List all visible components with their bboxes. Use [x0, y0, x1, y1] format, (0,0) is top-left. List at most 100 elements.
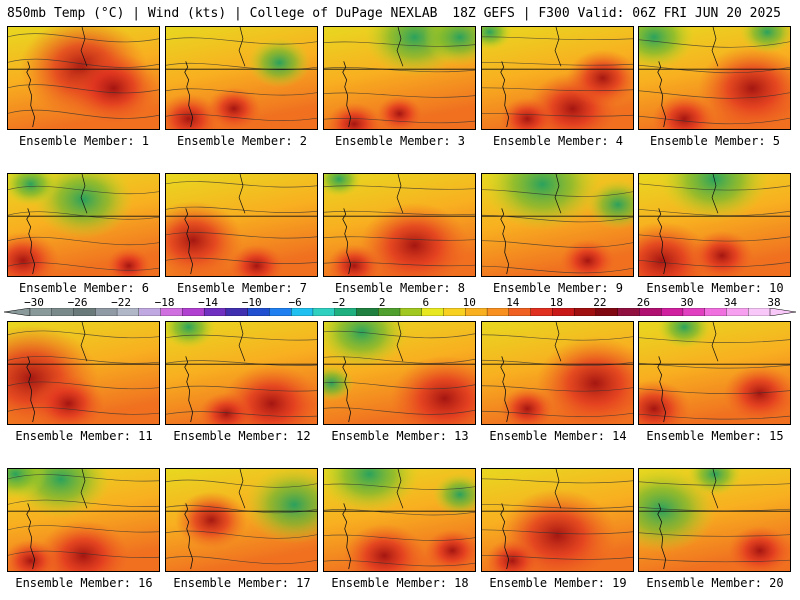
colorbar-swatch	[247, 308, 270, 316]
colorbar-swatch	[748, 308, 771, 316]
temperature-map-11	[8, 322, 159, 424]
ensemble-panel-13	[323, 321, 476, 425]
colorbar-tick-label: −30	[24, 296, 44, 309]
temperature-map-4	[482, 27, 633, 129]
ensemble-member-label: Ensemble Member: 3	[334, 134, 466, 148]
colorbar-swatch	[378, 308, 401, 316]
ensemble-member-label: Ensemble Member: 4	[492, 134, 624, 148]
colorbar-tick-label: 30	[680, 296, 694, 309]
ensemble-member-label: Ensemble Member: 1	[18, 134, 150, 148]
temperature-map-15	[639, 322, 790, 424]
ensemble-member-label: Ensemble Member: 13	[331, 429, 469, 443]
colorbar-tick-label: −2	[332, 296, 346, 309]
ensemble-panel-12	[165, 321, 318, 425]
temperature-map-13	[324, 322, 475, 424]
header-valid-time: 18Z GEFS | F300 Valid: 06Z FRI JUN 20 20…	[452, 6, 781, 21]
ensemble-member-label: Ensemble Member: 5	[649, 134, 781, 148]
colorbar-swatch	[508, 308, 532, 316]
ensemble-member-label: Ensemble Member: 18	[331, 576, 469, 590]
colorbar-swatch	[682, 308, 706, 316]
ensemble-member-label: Ensemble Member: 10	[646, 281, 784, 295]
ensemble-member-label: Ensemble Member: 8	[334, 281, 466, 295]
colorbar-swatch	[51, 308, 74, 316]
colorbar-swatch	[225, 308, 249, 316]
colorbar-tick-label: −26	[67, 296, 88, 309]
colorbar-swatch	[73, 308, 96, 316]
colorbar-tick-label: −22	[111, 296, 131, 309]
temperature-map-2	[166, 27, 317, 129]
temperature-map-20	[639, 469, 790, 571]
colorbar-swatch	[573, 308, 597, 316]
colorbar-tick-label: −6	[288, 296, 302, 309]
temperature-map-8	[324, 174, 475, 276]
colorbar-swatch	[617, 308, 640, 316]
ensemble-member-label: Ensemble Member: 7	[176, 281, 308, 295]
ensemble-panel-2	[165, 26, 318, 130]
temperature-map-17	[166, 469, 317, 571]
colorbar-swatch	[312, 308, 336, 316]
ensemble-panel-15	[638, 321, 791, 425]
colorbar-swatch	[639, 308, 662, 316]
ensemble-member-label: Ensemble Member: 16	[15, 576, 153, 590]
colorbar-swatch	[203, 308, 227, 316]
temperature-map-5	[639, 27, 790, 129]
colorbar-swatch	[182, 308, 205, 316]
ensemble-panel-5	[638, 26, 791, 130]
header-title: 850mb Temp (°C) | Wind (kts) | College o…	[7, 6, 438, 21]
ensemble-panel-17	[165, 468, 318, 572]
temperature-map-9	[482, 174, 633, 276]
temperature-map-10	[639, 174, 790, 276]
colorbar-tick-label: 6	[422, 296, 430, 309]
ensemble-member-label: Ensemble Member: 12	[173, 429, 311, 443]
colorbar-tick-label: 18	[549, 296, 563, 309]
colorbar-tick-label: 38	[767, 296, 781, 309]
ensemble-panel-6	[7, 173, 160, 277]
colorbar-swatch	[552, 308, 575, 316]
colorbar-swatch	[465, 308, 488, 316]
ensemble-panel-3	[323, 26, 476, 130]
temperature-map-18	[324, 469, 475, 571]
colorbar-swatch	[160, 308, 183, 316]
colorbar-swatch	[138, 308, 162, 316]
colorbar-swatch	[530, 308, 553, 316]
temperature-map-1	[8, 27, 159, 129]
colorbar-swatch	[726, 308, 749, 316]
ensemble-panel-10	[638, 173, 791, 277]
ensemble-panel-18	[323, 468, 476, 572]
colorbar-swatch	[95, 308, 118, 316]
colorbar-swatch	[661, 308, 684, 316]
ensemble-panel-19	[481, 468, 634, 572]
temperature-map-6	[8, 174, 159, 276]
ensemble-panel-8	[323, 173, 476, 277]
colorbar-swatch	[399, 308, 423, 316]
temperature-map-12	[166, 322, 317, 424]
colorbar-tick-label: 34	[723, 296, 738, 309]
colorbar-tick-label: −18	[154, 296, 175, 309]
colorbar-tick-label: −10	[241, 296, 262, 309]
colorbar-bar	[3, 308, 797, 316]
ensemble-panel-1	[7, 26, 160, 130]
temperature-map-7	[166, 174, 317, 276]
ensemble-member-label: Ensemble Member: 20	[646, 576, 784, 590]
ensemble-member-label: Ensemble Member: 9	[492, 281, 624, 295]
colorbar-swatch	[269, 308, 292, 316]
ensemble-member-label: Ensemble Member: 6	[18, 281, 150, 295]
colorbar-tick-label: 26	[636, 296, 651, 309]
colorbar-swatch	[291, 308, 314, 316]
temperature-map-3	[324, 27, 475, 129]
ensemble-panel-7	[165, 173, 318, 277]
colorbar-swatch	[334, 308, 357, 316]
ensemble-panel-4	[481, 26, 634, 130]
colorbar-tick-label: 2	[378, 296, 386, 309]
colorbar-arrow-right	[769, 308, 797, 316]
colorbar-tick-label: 14	[506, 296, 520, 309]
ensemble-panel-11	[7, 321, 160, 425]
ensemble-panel-14	[481, 321, 634, 425]
ensemble-panel-16	[7, 468, 160, 572]
ensemble-member-label: Ensemble Member: 14	[489, 429, 627, 443]
colorbar-swatch	[116, 308, 140, 316]
ensemble-member-label: Ensemble Member: 17	[173, 576, 311, 590]
ensemble-member-label: Ensemble Member: 19	[489, 576, 627, 590]
ensemble-member-label: Ensemble Member: 2	[176, 134, 308, 148]
ensemble-panel-9	[481, 173, 634, 277]
